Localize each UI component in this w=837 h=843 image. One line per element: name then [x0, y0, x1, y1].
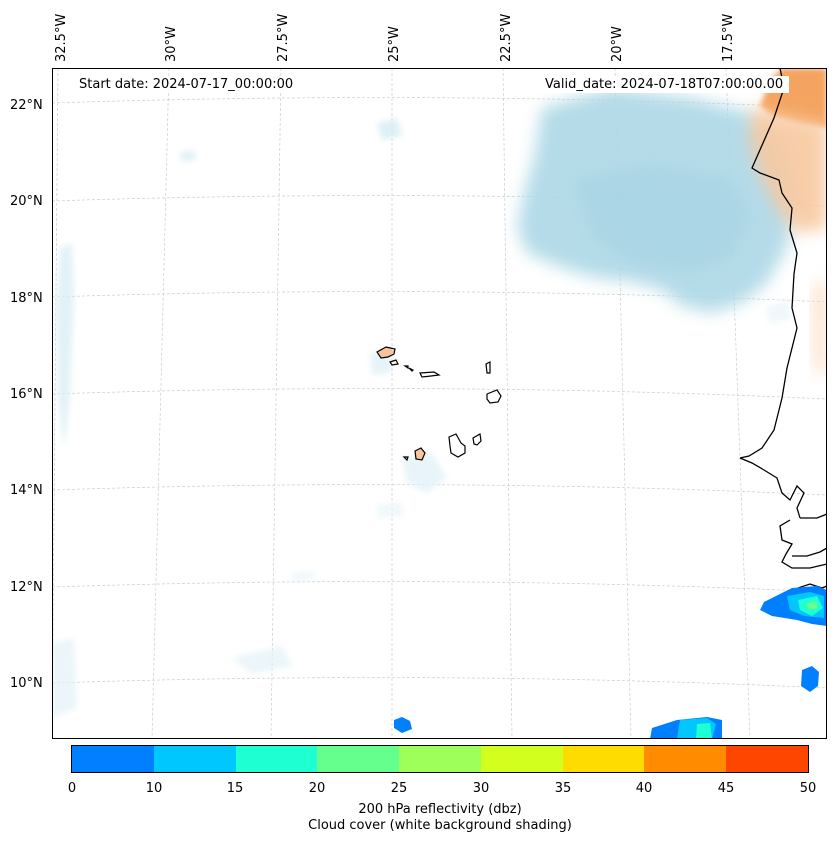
lon-label-20w: 20°W [610, 26, 625, 62]
lat-label-12n: 12°N [10, 580, 43, 595]
lon-label-30w: 30°W [164, 26, 179, 62]
colorbar-tick: 10 [145, 781, 163, 796]
colorbar-title: 200 hPa reflectivity (dbz) [358, 802, 522, 817]
colorbar-segment [726, 746, 809, 772]
lat-label-10n: 10°N [10, 676, 43, 691]
lat-label-16n: 16°N [10, 387, 43, 402]
colorbar-segment [562, 746, 645, 772]
lon-label-17-5w: 17.5°W [721, 13, 736, 62]
graticule [52, 68, 827, 739]
colorbar-tick: 25 [390, 781, 408, 796]
colorbar-segment [644, 746, 727, 772]
colorbar-tick: 15 [226, 781, 244, 796]
colorbar-segment [480, 746, 564, 772]
lat-label-18n: 18°N [10, 291, 43, 306]
reflectivity-contours [394, 586, 827, 739]
colorbar-tick: 20 [308, 781, 326, 796]
lon-label-25w: 25°W [387, 26, 402, 62]
colorbar-tick: 30 [472, 781, 490, 796]
colorbar-segment [317, 746, 400, 772]
colorbar-segment [72, 746, 155, 772]
lon-label-32-5w: 32.5°W [54, 13, 69, 62]
start-date-label: Start date: 2024-07-17_00:00:00 [73, 76, 300, 93]
valid-date-label: Valid_date: 2024-07-18T07:00:00.00 [539, 76, 790, 93]
cape-verde-islands [376, 346, 502, 462]
lon-label-22-5w: 22.5°W [499, 13, 514, 62]
lat-label-14n: 14°N [10, 483, 43, 498]
lat-label-22n: 22°N [10, 98, 43, 113]
colorbar-segment [235, 746, 318, 772]
map-frame [52, 68, 827, 739]
map-panel [52, 68, 827, 739]
lat-label-20n: 20°N [10, 194, 43, 209]
colorbar-tick: 50 [799, 781, 817, 796]
lon-label-27-5w: 27.5°W [276, 13, 291, 62]
cloud-cover [52, 88, 797, 718]
colorbar [71, 745, 809, 773]
colorbar-tick: 40 [635, 781, 653, 796]
colorbar-tick: 0 [67, 781, 77, 796]
colorbar-segment [153, 746, 237, 772]
colorbar-segment [399, 746, 482, 772]
colorbar-tick: 45 [717, 781, 735, 796]
colorbar-subtitle: Cloud cover (white background shading) [308, 818, 572, 833]
africa-coastline [739, 68, 827, 621]
colorbar-tick: 35 [554, 781, 572, 796]
